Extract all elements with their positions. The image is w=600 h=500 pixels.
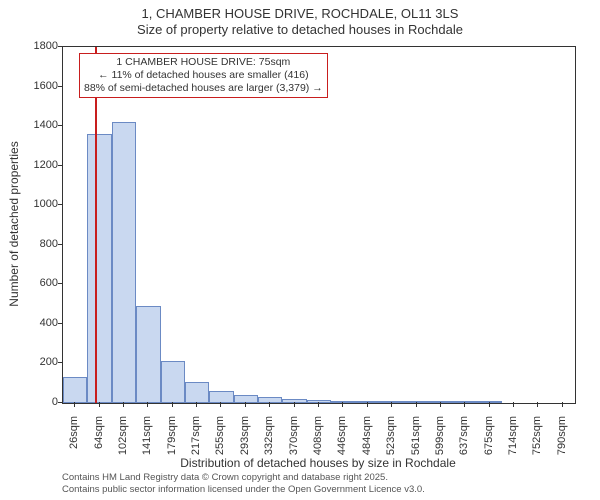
- plot-area: 1 CHAMBER HOUSE DRIVE: 75sqm ← 11% of de…: [62, 46, 576, 404]
- title-line-2: Size of property relative to detached ho…: [0, 22, 600, 38]
- footnote-line-2: Contains public sector information licen…: [62, 484, 425, 496]
- y-tick-mark: [58, 204, 63, 205]
- x-tick-mark: [172, 402, 173, 407]
- x-tick-mark: [318, 402, 319, 407]
- histogram-bar: [185, 382, 209, 403]
- x-tick-label: 255sqm: [214, 416, 226, 455]
- x-tick-mark: [367, 402, 368, 407]
- x-tick-mark: [294, 402, 295, 407]
- x-tick-label: 26sqm: [68, 416, 80, 449]
- x-tick-label: 523sqm: [385, 416, 397, 455]
- annotation-line-3: 88% of semi-detached houses are larger (…: [84, 82, 323, 95]
- x-tick-mark: [123, 402, 124, 407]
- x-tick-label: 790sqm: [556, 416, 568, 455]
- x-tick-mark: [537, 402, 538, 407]
- y-tick-label: 1800: [34, 40, 58, 52]
- histogram-bar: [63, 377, 87, 403]
- y-tick-mark: [58, 46, 63, 47]
- y-tick-label: 1600: [34, 80, 58, 92]
- x-tick-label: 637sqm: [458, 416, 470, 455]
- marker-line: [95, 47, 97, 403]
- x-tick-mark: [74, 402, 75, 407]
- x-tick-mark: [440, 402, 441, 407]
- x-tick-mark: [513, 402, 514, 407]
- footnote-line-1: Contains HM Land Registry data © Crown c…: [62, 472, 425, 484]
- x-tick-mark: [147, 402, 148, 407]
- x-tick-mark: [562, 402, 563, 407]
- x-tick-mark: [269, 402, 270, 407]
- y-tick-label: 1400: [34, 119, 58, 131]
- x-tick-label: 752sqm: [531, 416, 543, 455]
- y-tick-label: 800: [40, 238, 58, 250]
- y-tick-label: 400: [40, 317, 58, 329]
- y-tick-mark: [58, 323, 63, 324]
- x-tick-label: 370sqm: [288, 416, 300, 455]
- y-tick-mark: [58, 283, 63, 284]
- y-axis-label: Number of detached properties: [7, 141, 21, 306]
- y-tick-mark: [58, 362, 63, 363]
- x-tick-mark: [489, 402, 490, 407]
- x-tick-label: 179sqm: [166, 416, 178, 455]
- y-tick-label: 200: [40, 356, 58, 368]
- x-tick-mark: [245, 402, 246, 407]
- x-tick-label: 217sqm: [190, 416, 202, 455]
- y-tick-mark: [58, 244, 63, 245]
- x-axis-label: Distribution of detached houses by size …: [180, 456, 456, 470]
- chart-title: 1, CHAMBER HOUSE DRIVE, ROCHDALE, OL11 3…: [0, 6, 600, 37]
- annotation-box: 1 CHAMBER HOUSE DRIVE: 75sqm ← 11% of de…: [79, 53, 328, 98]
- x-tick-mark: [220, 402, 221, 407]
- x-tick-mark: [99, 402, 100, 407]
- x-tick-label: 561sqm: [410, 416, 422, 455]
- y-tick-mark: [58, 86, 63, 87]
- y-tick-label: 600: [40, 277, 58, 289]
- y-tick-mark: [58, 165, 63, 166]
- x-tick-label: 408sqm: [312, 416, 324, 455]
- x-tick-mark: [342, 402, 343, 407]
- x-tick-label: 293sqm: [239, 416, 251, 455]
- x-tick-label: 714sqm: [507, 416, 519, 455]
- annotation-line-1: 1 CHAMBER HOUSE DRIVE: 75sqm: [84, 56, 323, 69]
- figure: 1, CHAMBER HOUSE DRIVE, ROCHDALE, OL11 3…: [0, 0, 600, 500]
- y-tick-label: 1000: [34, 198, 58, 210]
- x-axis: 26sqm 64sqm 102sqm 141sqm 179sqm 217sqm 255sqm…: [62, 402, 574, 462]
- annotation-line-2: ← 11% of detached houses are smaller (41…: [84, 69, 323, 82]
- x-tick-mark: [196, 402, 197, 407]
- x-tick-label: 675sqm: [483, 416, 495, 455]
- histogram-bar: [112, 122, 136, 403]
- x-tick-label: 64sqm: [93, 416, 105, 449]
- y-tick-mark: [58, 125, 63, 126]
- x-tick-label: 446sqm: [336, 416, 348, 455]
- x-tick-mark: [416, 402, 417, 407]
- histogram-bars: [63, 47, 575, 403]
- title-line-1: 1, CHAMBER HOUSE DRIVE, ROCHDALE, OL11 3…: [0, 6, 600, 22]
- x-tick-label: 484sqm: [361, 416, 373, 455]
- histogram-bar: [161, 361, 185, 403]
- footnote: Contains HM Land Registry data © Crown c…: [62, 472, 425, 496]
- histogram-bar: [136, 306, 160, 403]
- x-tick-label: 599sqm: [434, 416, 446, 455]
- histogram-bar: [87, 134, 111, 403]
- y-tick-label: 1200: [34, 159, 58, 171]
- x-tick-mark: [391, 402, 392, 407]
- x-tick-label: 102sqm: [117, 416, 129, 455]
- x-tick-mark: [464, 402, 465, 407]
- x-tick-label: 332sqm: [263, 416, 275, 455]
- x-tick-label: 141sqm: [141, 416, 153, 455]
